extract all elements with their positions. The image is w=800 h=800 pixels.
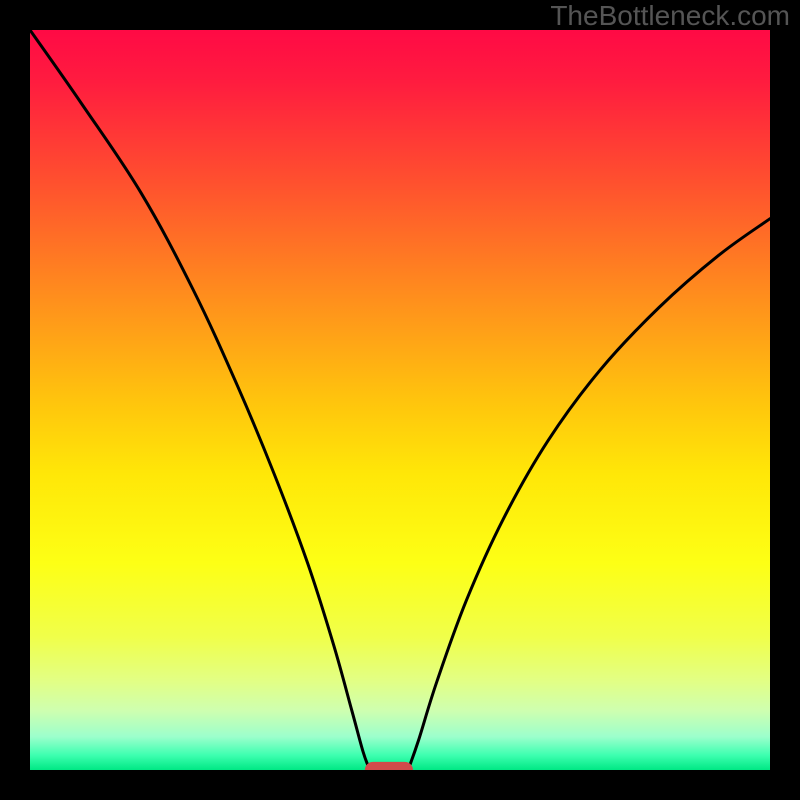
- outer-border-bottom: [0, 770, 800, 800]
- chart-canvas: TheBottleneck.com: [0, 0, 800, 800]
- plot-gradient-rect: [30, 30, 770, 770]
- outer-border-left: [0, 0, 30, 800]
- chart-svg: [0, 0, 800, 800]
- outer-border-right: [770, 0, 800, 800]
- watermark-text: TheBottleneck.com: [550, 0, 790, 32]
